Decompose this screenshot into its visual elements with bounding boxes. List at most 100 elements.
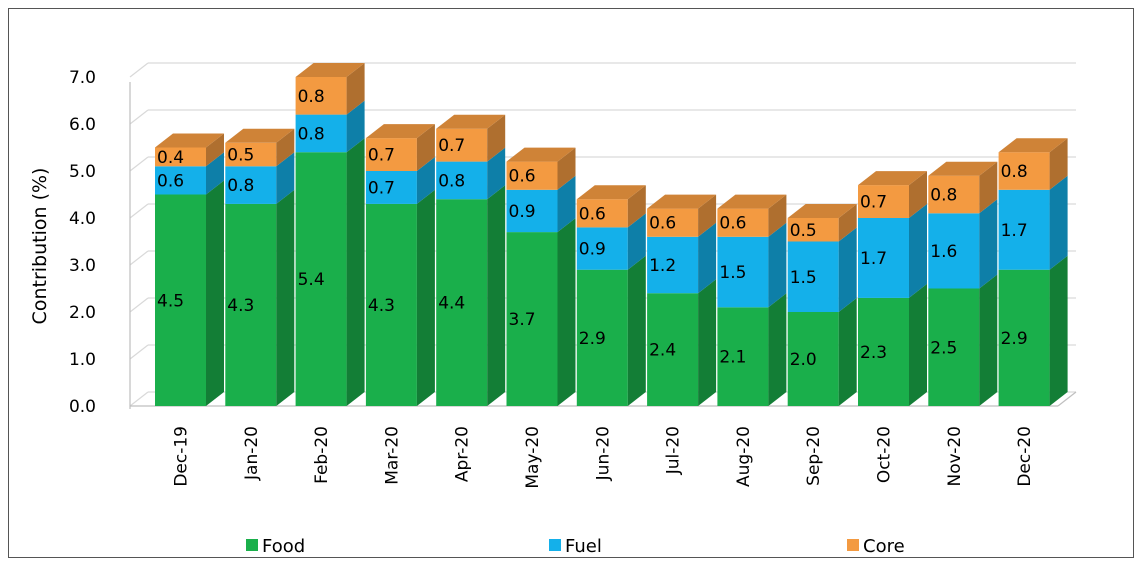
bar-food-side	[206, 180, 224, 406]
y-tick-label: 6.0	[69, 115, 96, 135]
bar-food-side	[838, 298, 857, 406]
bar-stack: 2.0 1.5 0.5	[787, 204, 857, 406]
gridline-edge	[129, 391, 149, 407]
bar-core-top	[928, 161, 998, 176]
gridline-edge	[129, 344, 149, 360]
bar-food-side	[768, 293, 787, 406]
bar-core-side	[909, 171, 927, 218]
bar-fuel-side	[909, 204, 927, 298]
bar-core	[155, 147, 206, 167]
bar-stack: 3.7 0.9 0.6	[506, 147, 576, 406]
bar-food	[787, 312, 839, 406]
bar-core-top	[155, 133, 224, 148]
bar-food-side	[627, 255, 646, 406]
bar-stack: 4.5 0.6 0.4	[155, 133, 224, 406]
bar-fuel-side	[698, 222, 717, 294]
bar-food-side	[276, 189, 295, 406]
data-label-core: 0.8	[1001, 162, 1028, 182]
bar-core-side	[416, 124, 435, 171]
bar-food-side	[1049, 255, 1068, 406]
x-category-label: Jul-20	[664, 426, 684, 475]
bar-core-top	[295, 63, 365, 77]
data-label-food: 2.3	[860, 343, 887, 363]
bar-core-side	[557, 147, 576, 190]
bar-food-side	[346, 138, 365, 406]
x-category-label: Jun-20	[593, 426, 613, 481]
bar-fuel	[365, 171, 417, 204]
data-label-food: 3.7	[509, 310, 536, 330]
y-tick-label: 3.0	[69, 256, 96, 276]
bar-food	[436, 199, 488, 406]
bar-core-side	[1049, 138, 1068, 190]
bar-core-side	[768, 194, 787, 237]
data-label-fuel: 0.8	[438, 171, 465, 191]
bar-fuel-side	[627, 213, 646, 270]
data-label-core: 0.5	[227, 146, 254, 166]
legend-label-food: Food	[262, 536, 305, 557]
gridline-edge	[129, 250, 149, 266]
bar-core-side	[276, 128, 295, 167]
bar-fuel-side	[979, 199, 998, 289]
bar-fuel	[787, 241, 839, 312]
bar-fuel	[576, 227, 628, 270]
gridline-edge	[129, 109, 149, 125]
bar-core	[647, 208, 699, 237]
data-label-food: 2.9	[1001, 329, 1028, 349]
bar-fuel	[647, 236, 699, 294]
bar-fuel	[155, 166, 206, 195]
y-tick-label: 7.0	[69, 68, 96, 88]
bar-fuel-side	[346, 100, 365, 153]
bar-food-side	[698, 279, 717, 406]
bar-fuel-side	[416, 157, 435, 204]
gridline-edge	[129, 203, 149, 219]
bar-fuel	[295, 114, 347, 153]
data-label-fuel: 1.7	[860, 249, 887, 269]
bar-core	[998, 152, 1050, 190]
gridline-edge	[129, 297, 149, 313]
bar-fuel-side	[206, 152, 224, 195]
legend-label-fuel: Fuel	[565, 536, 602, 557]
x-category-label: May-20	[523, 426, 543, 489]
bar-fuel-side	[768, 222, 787, 308]
bar-stack: 2.9 0.9 0.6	[576, 185, 646, 406]
bar-fuel	[998, 189, 1050, 270]
bar-food	[155, 194, 206, 406]
x-category-label: Aug-20	[734, 426, 754, 487]
data-label-core: 0.8	[930, 186, 957, 206]
bar-food	[225, 203, 277, 406]
x-axis-floor-edge	[1057, 391, 1077, 407]
bar-core	[436, 128, 488, 162]
bar-food	[998, 269, 1050, 406]
data-label-fuel: 1.6	[930, 242, 957, 262]
data-label-fuel: 1.2	[649, 256, 676, 276]
bar-core	[576, 199, 628, 228]
bar-core-top	[858, 171, 927, 186]
bar-core-side	[698, 194, 717, 237]
bar-core	[506, 161, 558, 190]
y-tick-label: 2.0	[69, 303, 96, 323]
y-tick-label: 5.0	[69, 162, 96, 182]
data-label-fuel: 0.7	[368, 178, 395, 198]
data-label-food: 2.9	[579, 329, 606, 349]
bar-core-top	[787, 204, 857, 218]
bar-fuel	[506, 189, 558, 233]
x-category-label: Nov-20	[945, 426, 965, 487]
bar-core-top	[998, 138, 1068, 153]
bar-food-side	[487, 185, 506, 406]
data-label-food: 4.3	[368, 296, 395, 316]
x-category-label: Apr-20	[453, 426, 473, 482]
gridline-edge	[129, 156, 149, 172]
bar-core	[717, 208, 769, 237]
legend: Food Fuel Core	[246, 536, 905, 557]
data-label-fuel: 0.8	[298, 124, 325, 144]
data-label-core: 0.6	[509, 167, 536, 187]
data-label-core: 0.7	[368, 146, 395, 166]
y-tick-label: 1.0	[69, 350, 96, 370]
data-label-fuel: 1.5	[719, 263, 746, 283]
data-label-food: 2.5	[930, 338, 957, 358]
bar-food	[647, 293, 699, 406]
bar-fuel-side	[487, 147, 506, 200]
x-category-label: Mar-20	[382, 426, 402, 485]
data-label-core: 0.6	[649, 214, 676, 234]
data-label-fuel: 0.8	[227, 176, 254, 196]
